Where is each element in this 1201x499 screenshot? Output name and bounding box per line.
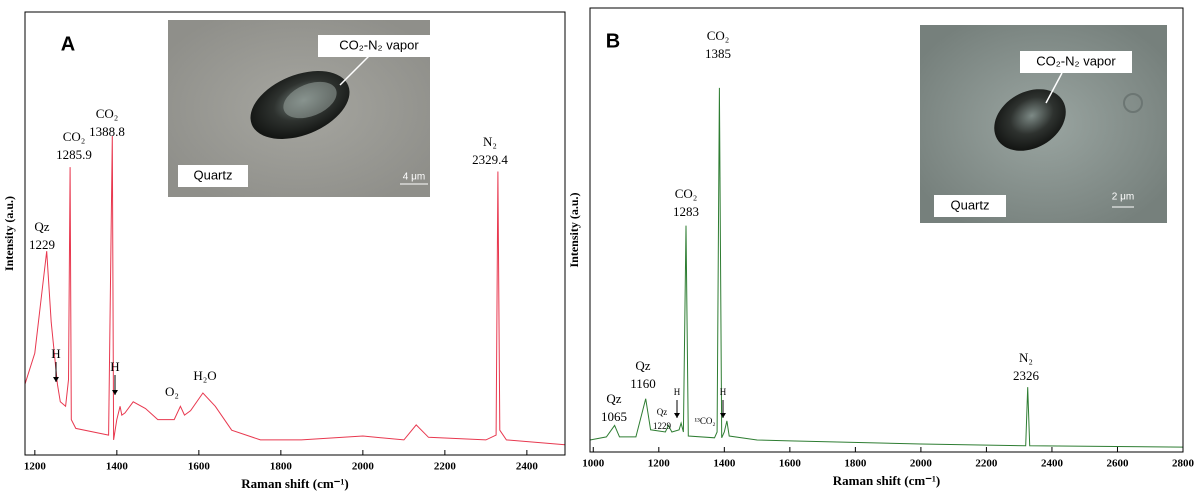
inset-target-label: CO₂-N₂ vapor: [1036, 53, 1116, 68]
arrow-head: [53, 377, 59, 382]
x-tick-label: 1400: [713, 458, 736, 470]
peak-annotation: Qz: [606, 391, 621, 406]
arrow-head: [674, 413, 680, 418]
y-axis-title: Intensity (a.u.): [2, 196, 16, 271]
panel-label: A: [61, 33, 75, 55]
peak-annotation: Qz: [657, 407, 668, 417]
scale-bar-label: 4 μm: [403, 172, 425, 183]
x-tick-label: 2200: [434, 461, 457, 473]
inset-host-label: Quartz: [950, 197, 989, 212]
x-tick-label: 1400: [106, 461, 129, 473]
inset-photo: [168, 20, 440, 197]
peak-annotation: CO₂: [63, 129, 86, 144]
peak-annotation: ¹³CO₂: [694, 416, 715, 426]
peak-annotation: 1385: [705, 46, 731, 61]
peak-annotation: Qz: [34, 219, 49, 234]
x-tick-label: 1600: [188, 461, 211, 473]
x-tick-label: 2400: [516, 461, 539, 473]
peak-annotation: O₂: [165, 384, 179, 399]
peak-annotation: N₂: [483, 134, 497, 149]
spectrum-line: [589, 87, 1184, 448]
peak-annotation: 1388.8: [89, 124, 125, 139]
panel-label: B: [606, 30, 620, 52]
x-tick-label: 2800: [1172, 458, 1195, 470]
x-tick-label: 1200: [24, 461, 47, 473]
peak-annotation: CO₂: [96, 106, 119, 121]
x-tick-label: 1800: [270, 461, 293, 473]
x-tick-label: 1800: [844, 458, 867, 470]
peak-annotation: N₂: [1019, 350, 1033, 365]
chart-panel: 1000 1200 1400 1600 1800 2000 2200 2400 2600 2800…: [567, 7, 1195, 488]
peak-annotation: H: [674, 387, 681, 397]
inset-host-label: Quartz: [193, 167, 232, 182]
x-tick-label: 2400: [1041, 458, 1064, 470]
inset-target-label: CO₂-N₂ vapor: [339, 37, 419, 52]
x-tick-label: 2000: [910, 458, 933, 470]
chart-panel: 1200 1400 1600 1800 2000 2200 2400 Raman shift …: [2, 11, 566, 491]
x-axis-title: Raman shift (cm⁻¹): [241, 476, 349, 491]
peak-annotation: H: [110, 359, 119, 374]
y-axis-title: Intensity (a.u.): [567, 192, 581, 267]
x-tick-label: 1200: [648, 458, 671, 470]
arrow-head: [112, 390, 118, 395]
peak-annotation: Qz: [635, 358, 650, 373]
plot-frame: [24, 11, 566, 456]
peak-annotation: H₂O: [193, 368, 216, 383]
peak-annotation: H: [720, 387, 727, 397]
peak-annotation: 2326: [1013, 368, 1040, 383]
x-tick-label: 2600: [1106, 458, 1129, 470]
peak-annotation: 1160: [630, 376, 656, 391]
x-tick-label: 1600: [779, 458, 802, 470]
spectrum-line: [24, 135, 566, 446]
arrow-head: [720, 413, 726, 418]
x-tick-label: 2000: [352, 461, 375, 473]
x-tick-label: 1000: [582, 458, 605, 470]
peak-annotation: 1065: [601, 409, 627, 424]
inset-photo: [920, 25, 1167, 223]
scale-bar-label: 2 μm: [1112, 192, 1134, 203]
peak-annotation: 1285.9: [56, 147, 92, 162]
peak-annotation: 2329.4: [472, 152, 508, 167]
peak-annotation: H: [51, 346, 60, 361]
peak-annotation: CO₂: [707, 28, 730, 43]
x-axis-title: Raman shift (cm⁻¹): [833, 473, 941, 488]
plot-frame: [589, 7, 1184, 453]
peak-annotation: 1229: [653, 421, 672, 431]
peak-annotation: 1283: [673, 204, 699, 219]
peak-annotation: 1229: [29, 237, 55, 252]
peak-annotation: CO₂: [675, 186, 698, 201]
x-tick-label: 2200: [975, 458, 998, 470]
